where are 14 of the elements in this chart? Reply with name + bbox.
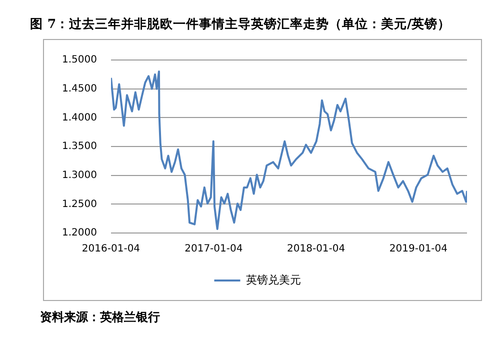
x-tick-label: 2017-01-04 [184,244,243,255]
x-tick-label: 2018-01-04 [287,244,346,255]
y-tick-label: 1.3000 [62,170,97,181]
x-tick-label: 2019-01-04 [389,244,448,255]
x-tick-label: 2016-01-04 [82,244,140,255]
legend-label: 英镑兑美元 [246,273,301,286]
y-tick-label: 1.4000 [62,112,97,124]
y-tick-label: 1.4500 [62,83,97,94]
y-tick-label: 1.5000 [62,54,97,66]
y-tick-label: 1.3500 [62,141,97,152]
chart-title: 图 7：过去三年并非脱欧一件事情主导英镑汇率走势（单位：美元/英镑） [29,15,452,33]
text: 资料来源：英格兰银行 [39,309,161,326]
y-tick-label: 1.2500 [62,198,97,210]
y-tick-label: 1.2000 [62,228,97,239]
